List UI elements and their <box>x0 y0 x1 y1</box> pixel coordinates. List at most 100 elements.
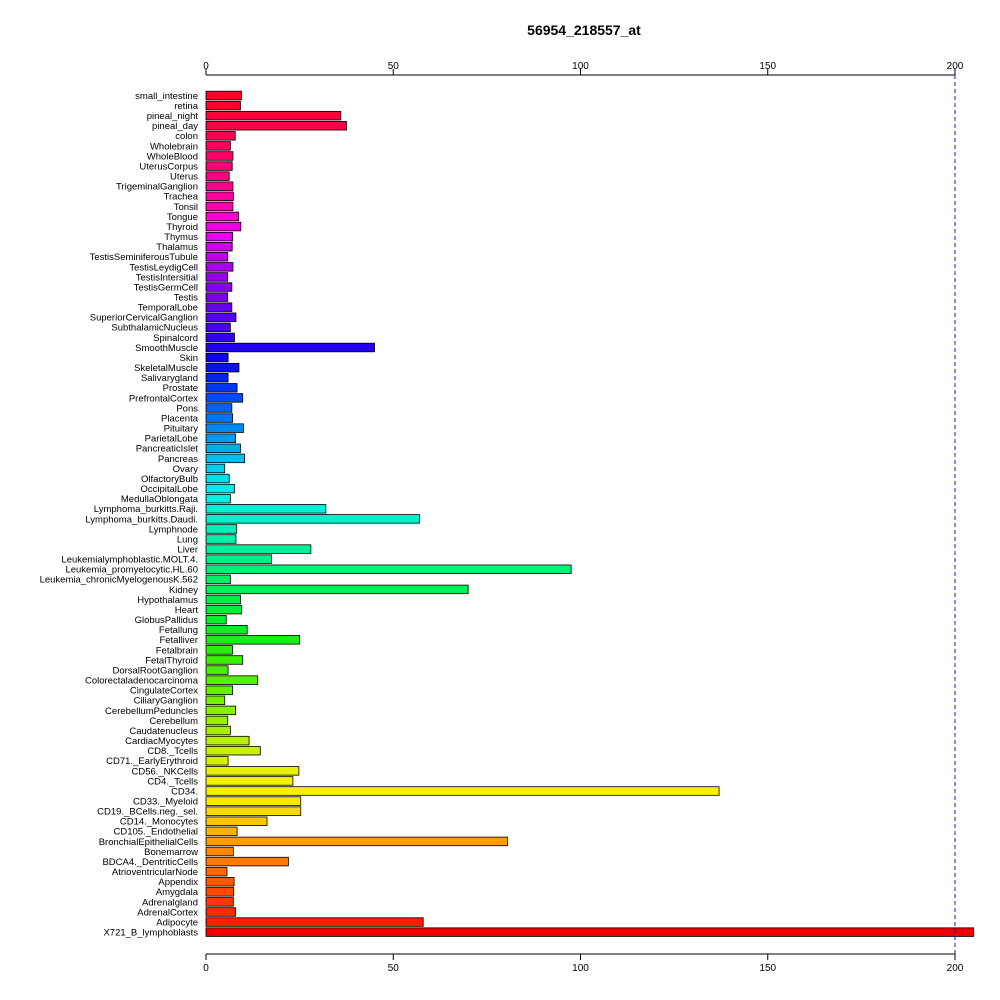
bar <box>205 816 268 826</box>
bar <box>205 786 720 796</box>
bar <box>205 141 231 151</box>
category-label: Colorectaladenocarcinoma <box>85 676 199 687</box>
category-label: TestisSeminiferousTubule <box>90 252 198 263</box>
category-label: Cerebellum <box>149 716 198 727</box>
category-label: Thyroid <box>166 222 198 233</box>
bar <box>205 373 229 383</box>
bar <box>205 695 226 706</box>
category-label: pineal_night <box>147 111 199 122</box>
category-label: Lung <box>177 534 198 545</box>
category-label: TestisGermCell <box>134 282 198 293</box>
bar <box>205 161 233 171</box>
bar <box>205 826 238 837</box>
category-label: DorsalRootGanglion <box>112 665 198 676</box>
bar <box>205 252 229 262</box>
bar <box>205 151 234 161</box>
bar <box>205 453 245 464</box>
bar <box>205 473 230 484</box>
category-label: Lymphnode <box>149 524 198 535</box>
category-label: SubthalamicNucleus <box>111 323 198 334</box>
bar <box>205 110 342 121</box>
category-label: colon <box>175 131 198 142</box>
category-label: Hypothalamus <box>137 595 198 606</box>
bar <box>205 191 234 202</box>
bar <box>205 403 233 413</box>
bar <box>205 332 235 343</box>
bar <box>205 665 229 675</box>
bar <box>205 493 231 504</box>
category-label: Testis <box>174 293 199 304</box>
category-label: Bonemarrow <box>144 847 198 858</box>
tick-label: 150 <box>759 61 776 72</box>
bar <box>205 423 244 433</box>
category-label: Salivarygland <box>141 373 198 384</box>
bar <box>205 917 424 927</box>
category-label: PrefrontalCortex <box>129 393 198 404</box>
category-label: CD105._Endothelial <box>113 827 198 838</box>
bar <box>205 514 420 524</box>
bar <box>205 735 250 746</box>
bar <box>205 302 233 312</box>
category-label: CD14._Monocytes <box>120 817 198 828</box>
bars-group <box>205 90 975 937</box>
bar <box>205 614 227 625</box>
category-label: Lymphoma_burkitts.Raji. <box>94 504 198 515</box>
category-label: AtrioventricularNode <box>112 867 198 878</box>
category-label: ParietalLobe <box>145 434 198 445</box>
bar <box>205 796 302 806</box>
bar <box>205 877 235 887</box>
bar <box>205 836 508 847</box>
category-label: Fetalliver <box>159 635 198 646</box>
bar <box>205 342 375 353</box>
bar <box>205 181 234 191</box>
bar <box>205 211 239 222</box>
bar <box>205 221 242 232</box>
top-x-axis: 0 50 100 150 200 <box>203 61 964 76</box>
bar <box>205 846 234 857</box>
category-label: Fetallung <box>159 625 198 636</box>
category-label: OccipitalLobe <box>140 484 198 495</box>
bar <box>205 584 469 595</box>
bar <box>205 483 235 494</box>
category-label: CD4._Tcells <box>147 776 198 787</box>
category-label: SuperiorCervicalGanglion <box>90 313 198 324</box>
category-label: CardiacMyocytes <box>125 736 198 747</box>
category-label: AdrenalCortex <box>137 907 198 918</box>
category-label: Thalamus <box>156 242 198 253</box>
category-label: CD33._Myeloid <box>133 797 198 808</box>
category-label: Thymus <box>164 232 198 243</box>
category-label: Trachea <box>164 192 199 203</box>
bar <box>205 866 228 877</box>
category-label: Tonsil <box>174 202 198 213</box>
bar <box>205 121 347 131</box>
category-label: WholeBlood <box>147 151 198 162</box>
tick-label: 200 <box>947 61 964 72</box>
tick-label: 0 <box>203 61 209 72</box>
category-label: Adrenalgland <box>142 897 198 908</box>
bar <box>205 534 237 544</box>
category-label: Leukemia_chronicMyelogenousK.562 <box>40 575 198 586</box>
category-label: small_intestine <box>135 91 198 102</box>
bar <box>205 625 248 635</box>
category-label: pineal_day <box>152 121 198 132</box>
category-label: UterusCorpus <box>139 161 198 172</box>
category-label: Fetalbrain <box>156 645 198 656</box>
category-label: Appendix <box>158 877 198 888</box>
category-label: BronchialEpithelialCells <box>99 837 199 848</box>
category-label: GlobusPallidus <box>135 615 199 626</box>
bar <box>205 504 327 514</box>
category-label: MedullaOblongata <box>121 494 199 505</box>
chart-title: 56954_218557_at <box>527 22 641 38</box>
bar <box>205 90 242 101</box>
bar <box>205 383 238 393</box>
category-label: Skin <box>180 353 198 364</box>
bar <box>205 201 234 212</box>
category-label: CD71._EarlyErythroid <box>106 756 198 767</box>
bar <box>205 292 229 302</box>
tick-label: 0 <box>203 963 209 974</box>
category-label: Placenta <box>161 413 199 424</box>
bar <box>205 463 226 474</box>
bar <box>205 282 233 292</box>
bar <box>205 564 572 574</box>
